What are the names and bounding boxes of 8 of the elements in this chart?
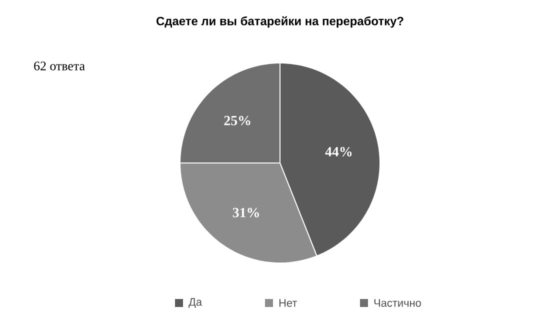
data-label: 25%: [224, 116, 250, 126]
chart-title: Сдаете ли вы батарейки на переработку?: [156, 16, 404, 28]
legend-label: Частично: [374, 299, 421, 307]
text: 62 ответа: [34, 62, 85, 70]
legend-label: Нет: [279, 299, 297, 307]
data-label: 44%: [325, 147, 352, 156]
legend-label: Да: [188, 298, 202, 308]
data-label: 31%: [232, 208, 259, 218]
